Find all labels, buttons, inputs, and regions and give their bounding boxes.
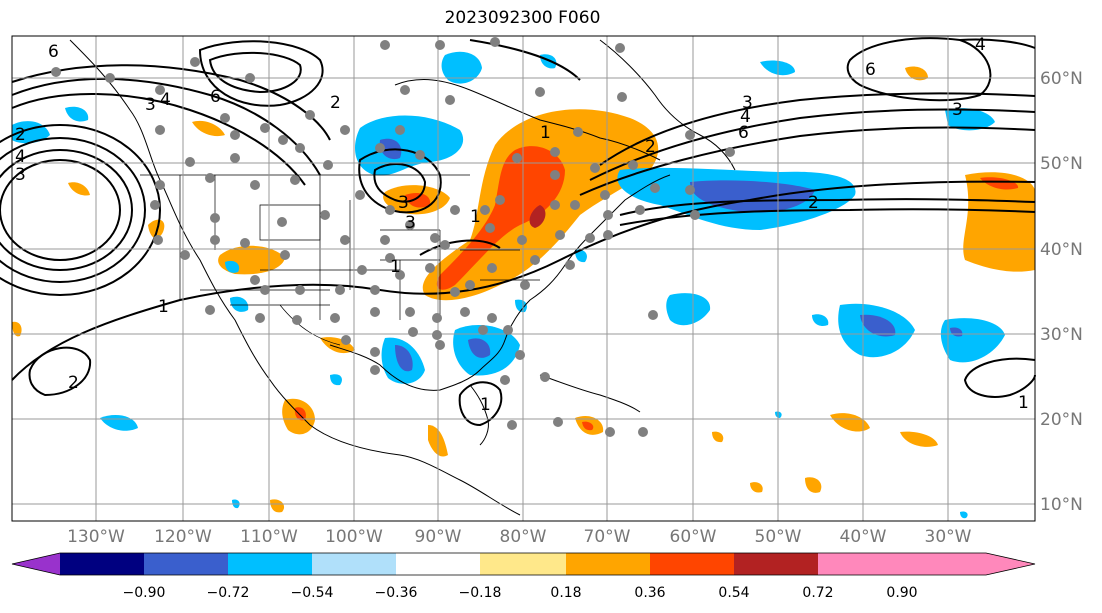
political-borders [140, 174, 540, 346]
lon-label: 30°W [925, 527, 972, 547]
contour-label: 6 [48, 42, 59, 62]
contour-labels: 6 4 3 2 6 3 4 6 1 2 3 4 3 3 2 1 2 1 1 1 … [15, 35, 1029, 415]
colorbar-extend-max [986, 553, 1035, 575]
colorbar-tick: −0.90 [123, 585, 166, 601]
colorbar-segment [480, 553, 566, 575]
warm-shading [12, 66, 1035, 513]
colorbar-segment [60, 553, 144, 575]
contour-label: 1 [390, 257, 401, 277]
colorbar-tick: 0.90 [886, 585, 917, 601]
lat-label: 30°N [1040, 325, 1083, 345]
contour-label: 3 [742, 93, 753, 113]
longitude-labels: 130°W 120°W 110°W 100°W 90°W 80°W 70°W 6… [67, 527, 972, 547]
map-title: 2023092300 F060 [444, 8, 601, 28]
contour-label: 2 [15, 125, 26, 145]
colorbar-tick: 0.54 [718, 585, 749, 601]
contour-label: 1 [158, 297, 169, 317]
contour-label: 2 [645, 137, 656, 157]
latitude-labels: 60°N 50°N 40°N 30°N 20°N 10°N [1040, 69, 1083, 515]
contour-label: 3 [145, 95, 156, 115]
contour-label: 1 [480, 395, 491, 415]
contour-label: 1 [540, 123, 551, 143]
contour-label: 2 [330, 93, 341, 113]
contour-label: 6 [738, 123, 749, 143]
lat-label: 20°N [1040, 410, 1083, 430]
colorbar-tick-labels: −0.90 −0.72 −0.54 −0.36 −0.18 0.18 0.36 … [123, 585, 918, 601]
colorbar-segment [312, 553, 396, 575]
lat-label: 10°N [1040, 495, 1083, 515]
lat-label: 40°N [1040, 240, 1083, 260]
contour-label: 4 [160, 90, 171, 110]
contour-label: 2 [808, 193, 819, 213]
contour-label: 4 [740, 107, 751, 127]
colorbar-tick: −0.18 [459, 585, 502, 601]
colorbar-segment [734, 553, 818, 575]
contour-lines [0, 37, 1036, 427]
colorbar-tick: 0.18 [550, 585, 581, 601]
colorbar-tick: 0.36 [634, 585, 665, 601]
colorbar-segment [818, 553, 902, 575]
lon-label: 110°W [240, 527, 298, 547]
lon-label: 70°W [584, 527, 631, 547]
contour-label: 1 [1018, 393, 1029, 413]
lon-label: 40°W [840, 527, 887, 547]
lon-label: 90°W [415, 527, 462, 547]
station-dots [51, 37, 735, 437]
contour-label: 3 [952, 100, 963, 120]
colorbar-tick: −0.54 [291, 585, 334, 601]
contour-label: 3 [405, 213, 416, 233]
contour-label: 3 [398, 193, 409, 213]
map-frame [11, 35, 1036, 522]
colorbar-segment [650, 553, 734, 575]
contour-label: 1 [470, 207, 481, 227]
lon-label: 60°W [670, 527, 717, 547]
colorbar-tick: −0.72 [207, 585, 250, 601]
lon-label: 120°W [154, 527, 212, 547]
colorbar-segment [566, 553, 650, 575]
cool-shading [12, 51, 1005, 519]
lon-label: 130°W [67, 527, 125, 547]
contour-label: 3 [15, 165, 26, 185]
lat-label: 50°N [1040, 154, 1083, 174]
lon-label: 50°W [755, 527, 802, 547]
contour-label: 6 [865, 60, 876, 80]
contour-label: 6 [210, 87, 221, 107]
colorbar-extend-min [12, 553, 60, 575]
contour-label: 4 [15, 147, 26, 167]
colorbar [11, 552, 1036, 576]
colorbar-segment [902, 553, 986, 575]
colorbar-segment [396, 553, 480, 575]
lon-label: 100°W [325, 527, 383, 547]
colorbar-tick: 0.72 [802, 585, 833, 601]
contour-label: 2 [68, 373, 79, 393]
lon-label: 80°W [500, 527, 547, 547]
colorbar-segment [228, 553, 312, 575]
graticule [12, 36, 1035, 521]
contour-label: 4 [975, 35, 986, 55]
colorbar-segment [144, 553, 228, 575]
lat-label: 60°N [1040, 69, 1083, 89]
colorbar-tick: −0.36 [375, 585, 418, 601]
